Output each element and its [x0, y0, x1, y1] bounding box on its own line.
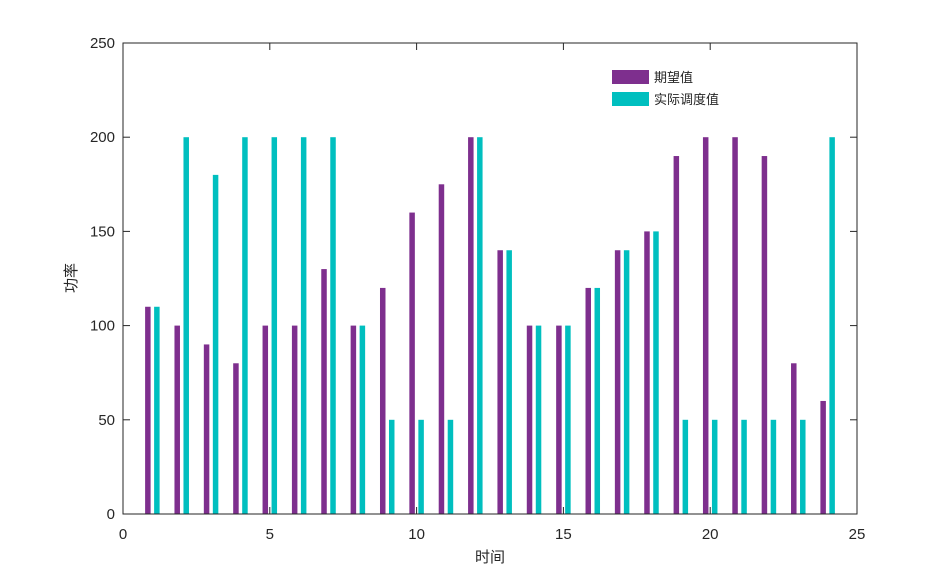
bar-actual-17	[623, 250, 630, 515]
bar-expected-6	[291, 325, 298, 514]
bar-actual-5	[271, 137, 278, 514]
bar-actual-22	[770, 419, 777, 514]
x-tick-label-0: 0	[119, 526, 127, 543]
bar-actual-7	[330, 137, 336, 514]
bar-expected-13	[497, 250, 503, 515]
y-tick-label-50: 50	[98, 412, 115, 429]
bar-expected-12	[468, 137, 474, 514]
legend-label-actual: 实际调度值	[654, 92, 719, 108]
bar-actual-4	[242, 137, 248, 514]
bar-expected-14	[526, 325, 533, 514]
bar-expected-3	[203, 344, 210, 514]
bar-expected-7	[321, 269, 327, 514]
bar-actual-19	[682, 419, 689, 514]
bar-expected-5	[262, 325, 269, 514]
x-axis-title: 时间	[475, 548, 505, 566]
legend-swatch-actual	[612, 92, 649, 106]
bar-expected-19	[673, 156, 680, 515]
legend-label-expected: 期望值	[654, 70, 693, 86]
bar-actual-21	[741, 419, 747, 514]
bar-expected-11	[438, 184, 445, 515]
bar-actual-12	[477, 137, 483, 514]
bar-expected-10	[409, 212, 415, 514]
y-tick-label-200: 200	[90, 129, 115, 146]
x-tick-label-10: 10	[408, 526, 425, 543]
bar-actual-8	[359, 325, 366, 514]
bar-actual-10	[418, 419, 424, 514]
bar-expected-20	[702, 137, 709, 514]
bar-expected-9	[379, 287, 386, 514]
x-tick-label-15: 15	[555, 526, 572, 543]
y-tick-label-100: 100	[90, 318, 115, 335]
bar-actual-23	[800, 419, 806, 514]
x-tick-label-25: 25	[849, 526, 866, 543]
bar-expected-22	[761, 156, 768, 515]
bar-expected-21	[732, 137, 738, 514]
bar-actual-16	[594, 287, 601, 514]
bar-actual-13	[506, 250, 512, 515]
bar-actual-15	[565, 325, 571, 514]
bar-actual-3	[212, 174, 219, 514]
bar-actual-24	[829, 137, 835, 514]
bar-expected-24	[820, 400, 826, 514]
y-tick-label-250: 250	[90, 35, 115, 52]
y-tick-label-150: 150	[90, 223, 115, 240]
legend-swatch-expected	[612, 70, 649, 84]
y-axis-title: 功率	[62, 263, 80, 293]
y-tick-label-0: 0	[107, 506, 115, 523]
bar-expected-18	[644, 231, 650, 514]
bar-actual-1	[154, 306, 160, 514]
bar-expected-8	[350, 325, 357, 514]
bar-expected-17	[614, 250, 621, 515]
bar-expected-4	[233, 363, 239, 514]
bar-expected-16	[585, 287, 592, 514]
x-tick-label-20: 20	[702, 526, 719, 543]
bar-actual-18	[653, 231, 659, 514]
bar-expected-23	[791, 363, 797, 514]
bar-actual-14	[535, 325, 542, 514]
x-tick-label-5: 5	[266, 526, 274, 543]
bar-expected-2	[174, 325, 180, 514]
bar-actual-20	[711, 419, 718, 514]
bar-actual-6	[300, 137, 307, 514]
bar-actual-11	[447, 419, 454, 514]
bars-layer	[145, 137, 835, 515]
bar-expected-1	[145, 306, 151, 514]
bar-actual-2	[183, 137, 189, 514]
plot-area-border	[122, 42, 858, 515]
bar-expected-15	[556, 325, 562, 514]
bar-actual-9	[388, 419, 395, 514]
plot-area-background	[123, 43, 857, 514]
